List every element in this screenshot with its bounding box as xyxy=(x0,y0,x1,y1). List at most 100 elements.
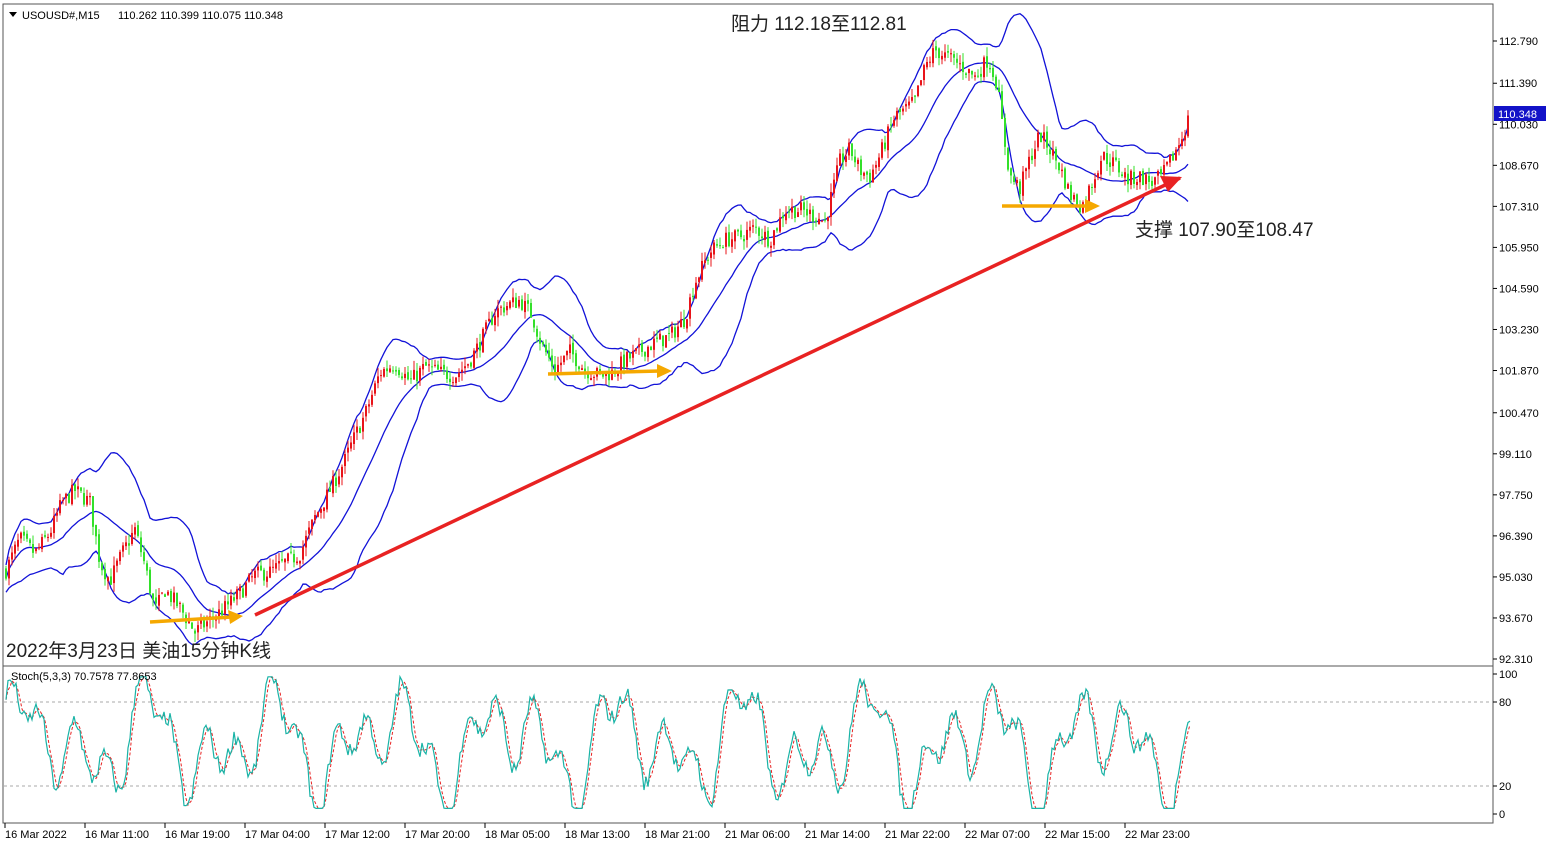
candle-body xyxy=(428,364,430,366)
candle-body xyxy=(1031,155,1033,161)
candle xyxy=(296,557,298,566)
candle xyxy=(593,375,595,387)
candle xyxy=(665,335,667,348)
candle xyxy=(791,198,793,220)
candle-body xyxy=(773,230,775,246)
candle-body xyxy=(1112,157,1114,167)
candle xyxy=(305,530,307,557)
candle-body xyxy=(368,404,370,407)
time-tick-label: 22 Mar 23:00 xyxy=(1125,829,1190,841)
candle-body xyxy=(893,120,895,126)
candle xyxy=(995,74,997,91)
candle-body xyxy=(944,52,946,58)
candle-body xyxy=(359,427,361,434)
candle xyxy=(200,613,202,629)
candle xyxy=(344,449,346,474)
candle-body xyxy=(815,220,817,222)
candle xyxy=(404,367,406,386)
candle xyxy=(542,340,544,347)
candle-body xyxy=(500,306,502,308)
candle xyxy=(1181,131,1183,150)
candle xyxy=(452,376,454,387)
candle-body xyxy=(293,553,295,563)
time-tick-label: 16 Mar 2022 xyxy=(5,829,67,841)
candle-body xyxy=(635,348,637,351)
candle xyxy=(338,469,340,488)
candle-body xyxy=(737,229,739,232)
candle xyxy=(53,507,55,539)
candle xyxy=(335,470,337,493)
candle xyxy=(506,301,508,316)
candle xyxy=(656,329,658,343)
candle xyxy=(725,226,727,255)
candle xyxy=(365,404,367,422)
candle xyxy=(323,507,325,519)
candle-body xyxy=(632,350,634,358)
chart-menu-triangle-icon[interactable] xyxy=(9,12,17,17)
candle-body xyxy=(641,343,643,352)
candle-body xyxy=(374,383,376,394)
candle xyxy=(494,308,496,332)
candle-body xyxy=(1088,185,1090,202)
candle xyxy=(98,529,100,569)
candle-body xyxy=(836,165,838,181)
candle xyxy=(923,63,925,86)
candle-body xyxy=(29,539,31,544)
candle xyxy=(50,527,52,539)
candle-body xyxy=(740,230,742,238)
candle-body xyxy=(224,601,226,614)
candle-body xyxy=(437,364,439,370)
candle-body xyxy=(260,565,262,571)
candle xyxy=(719,237,721,249)
candle xyxy=(1124,167,1126,186)
candle xyxy=(374,380,376,396)
candle-body xyxy=(455,377,457,384)
candle xyxy=(671,321,673,339)
time-tick-label: 21 Mar 14:00 xyxy=(805,829,870,841)
price-tick-label: 101.870 xyxy=(1499,366,1539,378)
candle-body xyxy=(617,372,619,377)
candle xyxy=(1091,183,1093,195)
candle-body xyxy=(1010,168,1012,176)
candle xyxy=(1019,178,1021,203)
candle xyxy=(1115,149,1117,162)
candle xyxy=(284,557,286,571)
candle-body xyxy=(1079,205,1081,213)
candle-body xyxy=(995,76,997,89)
candle-body xyxy=(1067,183,1069,189)
candle xyxy=(1043,124,1045,149)
candle-body xyxy=(1094,179,1096,188)
candle xyxy=(524,292,526,319)
candle-body xyxy=(5,568,7,579)
candle xyxy=(470,361,472,369)
candle xyxy=(839,149,841,167)
candle xyxy=(116,558,118,573)
candle xyxy=(347,440,349,462)
candle xyxy=(581,364,583,371)
candle-body xyxy=(206,621,208,627)
candle xyxy=(428,358,430,372)
candle xyxy=(590,374,592,381)
candle-body xyxy=(404,373,406,378)
candle-body xyxy=(698,277,700,283)
candle-body xyxy=(1025,168,1027,172)
candle-body xyxy=(986,56,988,68)
candle xyxy=(155,589,157,610)
stoch-tick-label: 20 xyxy=(1499,781,1511,793)
candle xyxy=(1109,153,1111,176)
candle xyxy=(884,135,886,152)
candle-body xyxy=(551,355,553,367)
candle-body xyxy=(548,350,550,358)
candle xyxy=(905,98,907,112)
candle xyxy=(92,496,94,536)
candle xyxy=(644,351,646,362)
candle-body xyxy=(764,231,766,240)
candle xyxy=(146,560,148,576)
candle xyxy=(938,47,940,66)
candle xyxy=(875,160,877,175)
candle-body xyxy=(116,560,118,566)
candle-body xyxy=(17,539,19,547)
candle xyxy=(509,300,511,310)
candle-body xyxy=(320,509,322,513)
